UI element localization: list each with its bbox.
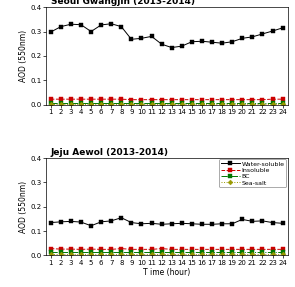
Y-axis label: AOD (550nm): AOD (550nm) [19,181,27,233]
Legend: Water-soluble, Insoluble, BC, Sea-salt: Water-soluble, Insoluble, BC, Sea-salt [219,159,286,187]
Text: Seoul Gwangjin (2013-2014): Seoul Gwangjin (2013-2014) [50,0,195,6]
Text: Jeju Aewol (2013-2014): Jeju Aewol (2013-2014) [50,148,168,157]
Y-axis label: AOD (550nm): AOD (550nm) [19,30,27,82]
X-axis label: T ime (hour): T ime (hour) [143,268,190,277]
